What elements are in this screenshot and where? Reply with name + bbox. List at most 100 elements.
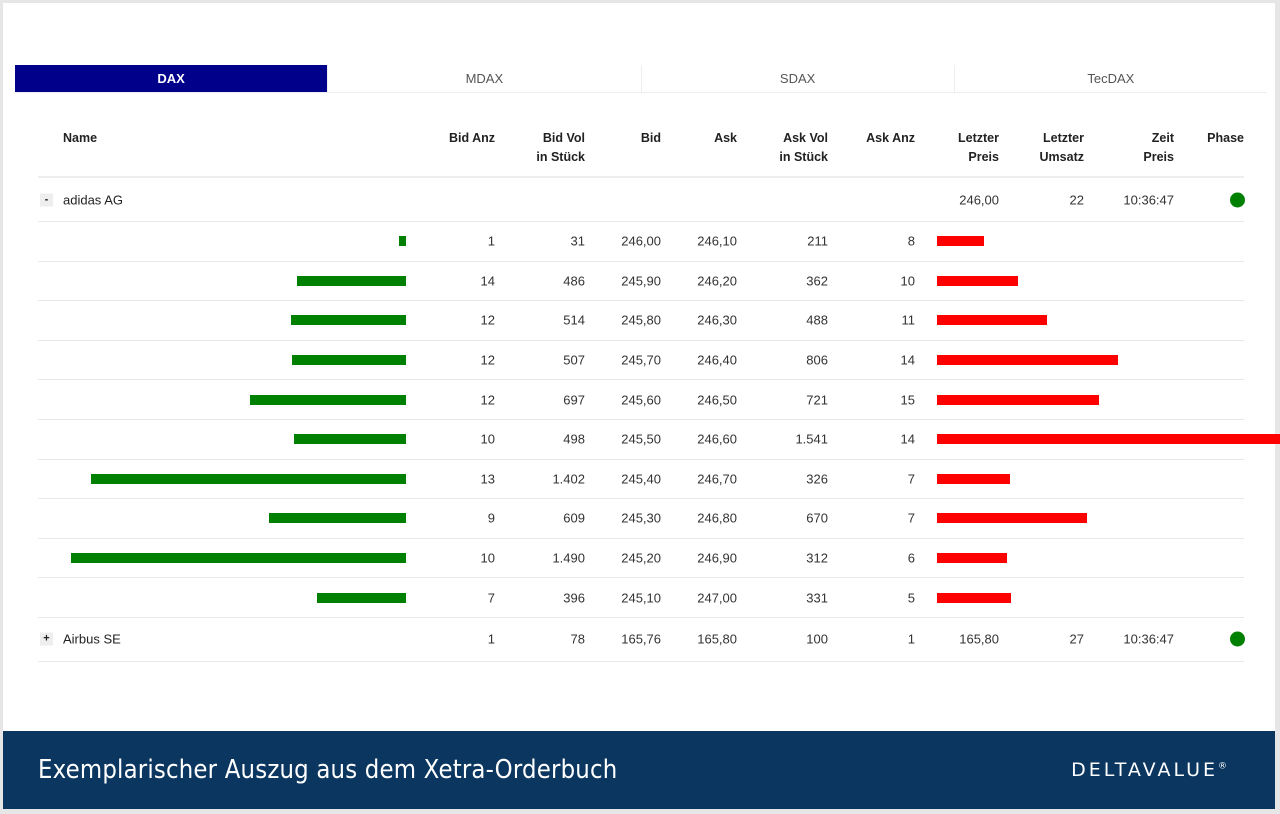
ask-price: 246,60 xyxy=(697,431,737,447)
col-letzter-preis[interactable]: Letzter Preis xyxy=(958,129,999,167)
bid-price: 245,10 xyxy=(621,590,661,606)
ask-price: 246,40 xyxy=(697,352,737,368)
bid-volume-bar xyxy=(71,553,406,564)
page-frame: DAX MDAX SDAX TecDAX Name Bid Anz Bid Vo… xyxy=(3,3,1280,809)
stock-name[interactable]: adidas AG xyxy=(63,192,123,207)
ask-vol: 670 xyxy=(806,510,828,526)
bid-anz: 12 xyxy=(480,392,495,408)
ask-price: 246,50 xyxy=(697,392,737,408)
ask-volume-bar xyxy=(937,473,1010,484)
orderbook-level-row: 10 1.490 245,20 246,90 312 6 xyxy=(38,539,1244,579)
brand-name: DELTAVALUE xyxy=(1071,759,1218,781)
last-time: 10:36:47 xyxy=(1123,631,1174,647)
ask-volume-bar xyxy=(937,553,1007,564)
bid-anz: 9 xyxy=(487,510,495,526)
ask-anz: 1 xyxy=(907,631,915,647)
bid-price: 245,80 xyxy=(621,312,661,328)
ask-anz: 15 xyxy=(900,392,915,408)
bid-price: 245,40 xyxy=(621,471,661,487)
orderbook-level-row: 1 31 246,00 246,10 211 8 xyxy=(38,222,1244,262)
phase-indicator xyxy=(1230,192,1245,207)
ask-price: 247,00 xyxy=(697,590,737,606)
bid-price: 165,76 xyxy=(621,631,661,647)
orderbook-level-row: 12 514 245,80 246,30 488 11 xyxy=(38,301,1244,341)
col-bid-vol[interactable]: Bid Vol in Stück xyxy=(536,129,585,167)
ask-vol: 1.541 xyxy=(795,431,828,447)
footer-title: Exemplarischer Auszug aus dem Xetra-Orde… xyxy=(38,755,618,785)
ask-price: 246,70 xyxy=(697,471,737,487)
bid-anz: 7 xyxy=(487,590,495,606)
bid-vol: 507 xyxy=(563,352,585,368)
bid-volume-bar xyxy=(317,592,406,603)
bid-volume-bar xyxy=(292,355,406,366)
bid-anz: 12 xyxy=(480,312,495,328)
bid-volume-bar xyxy=(294,434,406,445)
col-bid-anz[interactable]: Bid Anz xyxy=(448,131,495,145)
phase-indicator xyxy=(1230,631,1245,647)
col-ask-vol-line1: Ask Vol xyxy=(783,131,828,145)
stock-name[interactable]: Airbus SE xyxy=(63,631,121,647)
col-zeit[interactable]: Zeit Preis xyxy=(1143,129,1174,167)
col-ask-vol[interactable]: Ask Vol in Stück xyxy=(779,129,828,167)
bid-anz: 1 xyxy=(487,233,495,249)
orderbook-levels: 1 31 246,00 246,10 211 8 14 486 245,90 246,20 362 1… xyxy=(38,222,1280,618)
ask-anz: 11 xyxy=(901,312,916,328)
index-tabs: DAX MDAX SDAX TecDAX xyxy=(15,65,1267,93)
tab-tecdax[interactable]: TecDAX xyxy=(1087,71,1135,86)
ask-volume-bar xyxy=(937,592,1011,603)
ask-volume-bar xyxy=(937,315,1047,326)
tab-mdax[interactable]: MDAX xyxy=(328,65,642,92)
bid-vol: 514 xyxy=(563,312,585,328)
stock-row-airbus[interactable]: + Airbus SE 1 78 165,76 165,80 100 1 165… xyxy=(38,618,1245,662)
ask-anz: 14 xyxy=(900,431,915,447)
brand-mark: ® xyxy=(1218,761,1227,772)
bid-volume-bar xyxy=(269,513,406,524)
bid-vol: 609 xyxy=(563,510,585,526)
brand-logo: DELTAVALUE® xyxy=(1071,759,1227,781)
bid-anz: 10 xyxy=(480,431,495,447)
bid-volume-bar xyxy=(399,236,406,247)
col-bid[interactable]: Bid xyxy=(640,131,661,145)
col-bid-vol-line2: in Stück xyxy=(536,150,585,164)
col-phase[interactable]: Phase xyxy=(1207,131,1244,145)
ask-price: 246,10 xyxy=(697,233,737,249)
bid-vol: 396 xyxy=(563,590,585,606)
bid-vol: 498 xyxy=(563,431,585,447)
col-ask[interactable]: Ask xyxy=(714,131,737,145)
ask-vol: 488 xyxy=(806,312,828,328)
bid-vol: 697 xyxy=(563,392,585,408)
ask-volume-bar xyxy=(937,394,1099,405)
expand-toggle[interactable]: + xyxy=(40,632,53,646)
tab-dax[interactable]: DAX xyxy=(15,65,329,92)
orderbook-level-row: 14 486 245,90 246,20 362 10 xyxy=(38,262,1244,302)
orderbook-level-row: 9 609 245,30 246,80 670 7 xyxy=(38,499,1244,539)
orderbook-table: Name Bid Anz Bid Vol in Stück Bid Ask As… xyxy=(38,121,1280,662)
col-ask-vol-line2: in Stück xyxy=(779,150,828,164)
col-letzter-umsatz[interactable]: Letzter Umsatz xyxy=(1040,129,1084,167)
col-name[interactable]: Name xyxy=(63,131,98,145)
bid-volume-bar xyxy=(297,275,406,286)
ask-vol: 721 xyxy=(806,392,828,408)
collapse-toggle[interactable]: - xyxy=(40,193,53,206)
ask-vol: 211 xyxy=(807,233,828,249)
ask-anz: 5 xyxy=(907,590,915,606)
bid-anz: 14 xyxy=(480,273,495,289)
col-letzter-preis-line2: Preis xyxy=(968,150,999,164)
orderbook-level-row: 13 1.402 245,40 246,70 326 7 xyxy=(38,460,1244,500)
last-price: 246,00 xyxy=(959,192,999,207)
bid-price: 245,50 xyxy=(621,431,661,447)
col-ask-anz[interactable]: Ask Anz xyxy=(866,131,915,145)
tab-sdax[interactable]: SDAX xyxy=(642,65,955,92)
stock-row-adidas[interactable]: - adidas AG 246,00 22 10:36:47 xyxy=(38,178,1245,222)
bid-volume-bar xyxy=(291,315,406,326)
bid-anz: 10 xyxy=(480,550,495,566)
orderbook-level-row: 12 697 245,60 246,50 721 15 xyxy=(38,380,1244,420)
bid-vol: 1.490 xyxy=(552,550,585,566)
ask-vol: 326 xyxy=(806,471,828,487)
bid-anz: 13 xyxy=(480,471,495,487)
ask-volume-bar xyxy=(937,434,1280,445)
last-volume: 27 xyxy=(1069,631,1084,647)
last-price: 165,80 xyxy=(959,631,999,647)
ask-vol: 331 xyxy=(806,590,828,606)
ask-vol: 312 xyxy=(806,550,828,566)
